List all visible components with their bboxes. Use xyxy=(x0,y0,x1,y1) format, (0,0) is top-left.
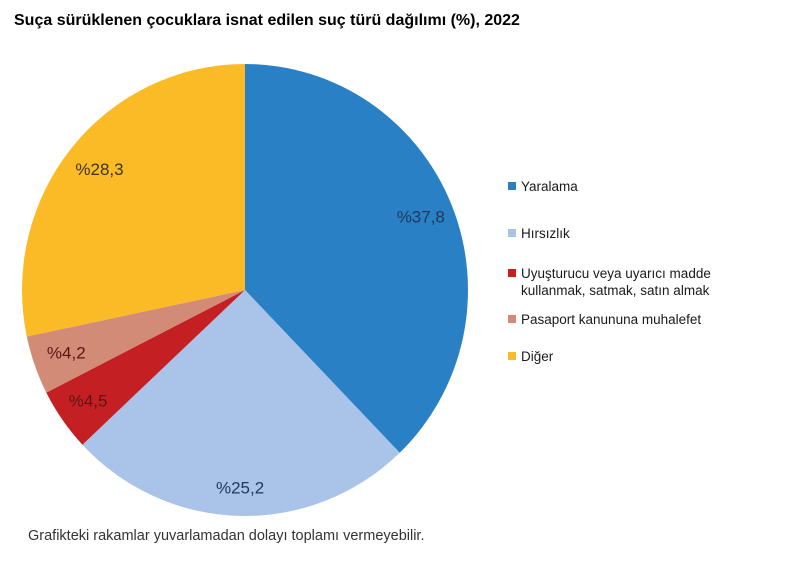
pie-slice-2 xyxy=(46,290,246,445)
footnote: Grafikteki rakamlar yuvarlamadan dolayı … xyxy=(28,528,425,544)
pie-slice-label-3: %4,2 xyxy=(47,343,86,362)
legend-label: Uyuşturucu veya uyarıcı madde kullanmak,… xyxy=(521,266,711,298)
pie-slice-4 xyxy=(22,64,245,337)
pie-slice-label-1: %25,2 xyxy=(216,478,264,497)
pie-slice-label-0: %37,8 xyxy=(397,208,445,227)
pie-chart: %37,8 %25,2 %4,5 %4,2 %28,3 xyxy=(22,64,468,516)
legend-swatch-icon xyxy=(508,182,516,190)
pie-slice-label-4: %28,3 xyxy=(75,160,123,179)
legend-item-3: Pasaport kanununa muhalefet xyxy=(508,311,760,328)
legend-item-2: Uyuşturucu veya uyarıcı madde kullanmak,… xyxy=(508,265,760,299)
legend-swatch-icon xyxy=(508,269,516,277)
legend-label: Pasaport kanununa muhalefet xyxy=(521,312,702,327)
pie-slice-1 xyxy=(82,290,400,516)
legend-label: Hırsızlık xyxy=(521,226,570,241)
pie-slice-3 xyxy=(26,290,246,393)
legend-label: Yaralama xyxy=(521,179,578,194)
legend-label: Diğer xyxy=(521,349,554,364)
legend-swatch-icon xyxy=(508,315,516,323)
pie-slice-0 xyxy=(245,64,468,453)
legend-item-0: Yaralama xyxy=(508,178,760,195)
legend-swatch-icon xyxy=(508,352,516,360)
pie-slice-label-2: %4,5 xyxy=(69,391,108,410)
legend-swatch-icon xyxy=(508,229,516,237)
legend-item-4: Diğer xyxy=(508,348,760,365)
legend-item-1: Hırsızlık xyxy=(508,225,760,242)
chart-title: Suça sürüklenen çocuklara isnat edilen s… xyxy=(14,12,520,29)
